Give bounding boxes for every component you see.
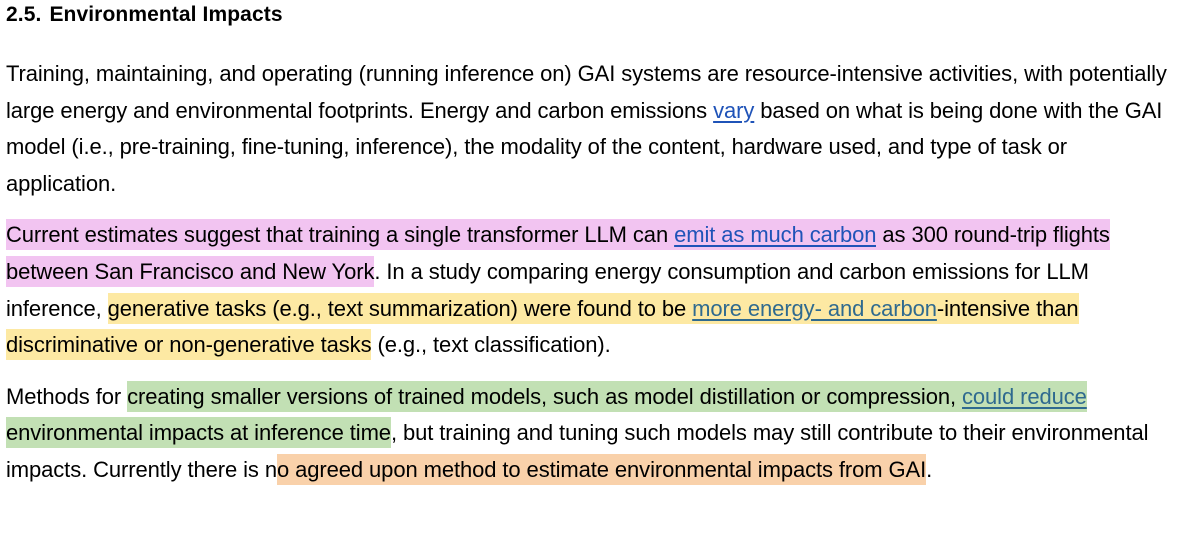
link-emit-as-much-carbon[interactable]: emit as much carbon — [674, 219, 877, 251]
paragraph-2: Current estimates suggest that training … — [6, 217, 1179, 363]
highlight-green-a: creating smaller versions of trained mod… — [127, 380, 962, 412]
paragraph-2-text-b: (e.g., text classification). — [371, 332, 611, 358]
highlight-yellow-a: generative tasks (e.g., text summarizati… — [107, 292, 693, 324]
highlight-green-b: environmental impacts at inference time — [6, 417, 391, 449]
paragraph-3-text-a: Methods for — [6, 383, 128, 409]
section-heading: 2.5. Environmental Impacts — [6, 0, 1179, 32]
paragraph-3: Methods for creating smaller versions of… — [6, 379, 1179, 489]
link-vary[interactable]: vary — [713, 97, 755, 123]
highlight-orange: o agreed upon method to estimate environ… — [276, 453, 926, 485]
paragraph-1-text-a: Training, maintaining, and operating (ru… — [6, 61, 1167, 123]
paragraph-1-text-b: based on what is being done with the GAI… — [6, 97, 1163, 196]
paragraph-3-text-b: , but training and tuning such models ma… — [6, 420, 1149, 482]
paragraph-2-text-a: . In a study comparing energy consumptio… — [6, 258, 1089, 321]
section-number: 2.5. — [6, 3, 42, 26]
paragraph-3-text-c: . — [926, 456, 933, 482]
highlight-pink-a: Current estimates suggest that training … — [6, 219, 675, 251]
section-title: Environmental Impacts — [49, 3, 283, 26]
link-more-energy-and-carbon[interactable]: more energy- and carbon — [692, 292, 937, 324]
paragraph-1: Training, maintaining, and operating (ru… — [6, 56, 1179, 202]
link-could-reduce[interactable]: could reduce — [962, 380, 1087, 412]
